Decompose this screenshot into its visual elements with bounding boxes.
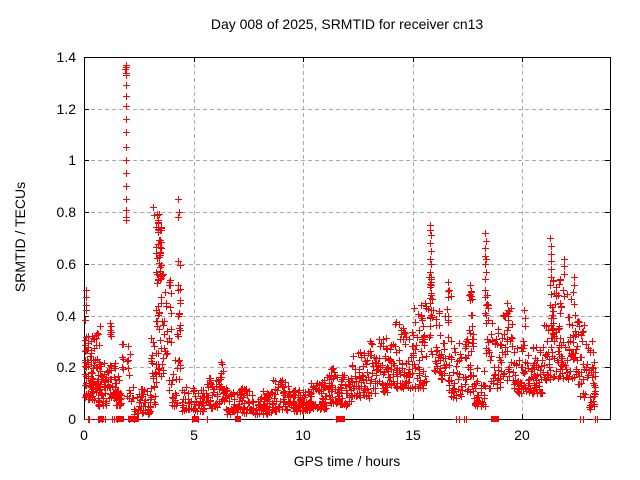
x-axis-label: GPS time / hours — [293, 453, 401, 469]
y-tick-label-0.4: 0.4 — [56, 308, 76, 324]
y-tick-label-0.2: 0.2 — [56, 359, 76, 375]
x-tick-label-20: 20 — [514, 427, 530, 443]
plot-border — [84, 57, 611, 420]
chart-title: Day 008 of 2025, SRMTID for receiver cn1… — [210, 16, 484, 32]
x-tick-label-5: 5 — [190, 427, 198, 443]
x-tick-label-10: 10 — [295, 427, 311, 443]
x-tick-label-15: 15 — [405, 427, 421, 443]
y-tick-label-0.6: 0.6 — [56, 256, 76, 272]
y-tick-label-1.2: 1.2 — [56, 101, 76, 117]
y-axis-label: SRMTID / TECUs — [12, 181, 28, 293]
y-tick-label-0.8: 0.8 — [56, 204, 76, 220]
y-tick-label-1: 1 — [68, 152, 76, 168]
y-tick-label-0: 0 — [68, 411, 76, 427]
scatter-points-srmtid — [82, 62, 601, 423]
grid-lines — [84, 57, 610, 419]
scatter-points-zero-squares — [98, 416, 499, 422]
x-tick-label-0: 0 — [80, 427, 88, 443]
y-tick-label-1.4: 1.4 — [56, 49, 76, 65]
